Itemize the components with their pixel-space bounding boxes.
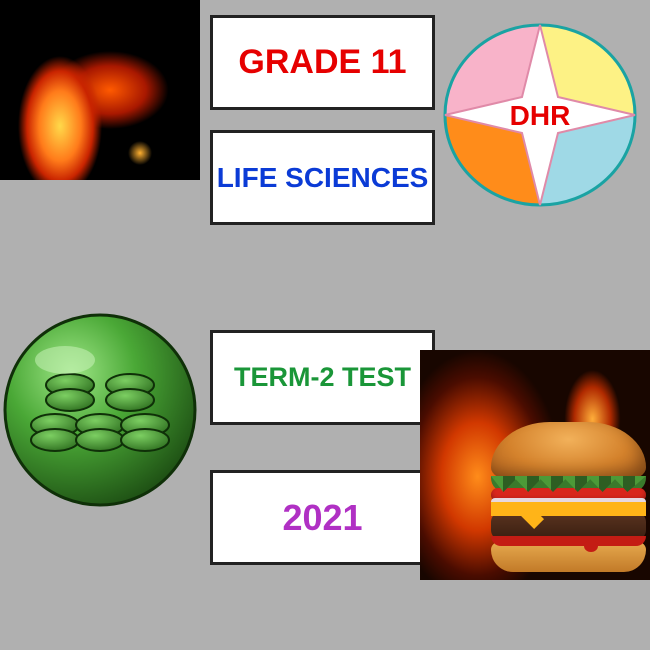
chloroplast-icon xyxy=(0,310,200,510)
year-box: 2021 xyxy=(210,470,435,565)
burger-image xyxy=(420,350,650,580)
year-text: 2021 xyxy=(282,497,362,539)
fire-image-top-left xyxy=(0,0,200,180)
subject-text: LIFE SCIENCES xyxy=(217,162,429,194)
grade-box: GRADE 11 xyxy=(210,15,435,110)
term-box: TERM-2 TEST xyxy=(210,330,435,425)
dhr-logo: DHR xyxy=(440,15,640,215)
logo-text: DHR xyxy=(510,100,571,131)
subject-box: LIFE SCIENCES xyxy=(210,130,435,225)
grade-text: GRADE 11 xyxy=(238,43,406,82)
term-text: TERM-2 TEST xyxy=(234,362,411,393)
